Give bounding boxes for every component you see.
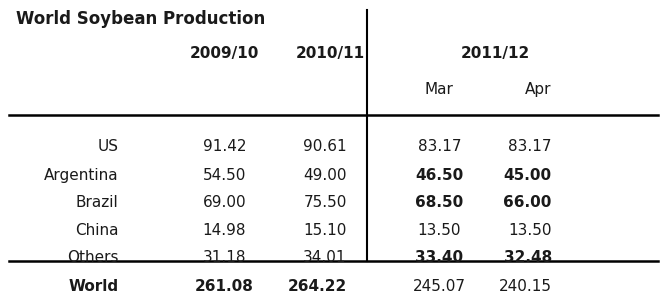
Text: World: World (69, 279, 119, 294)
Text: 69.00: 69.00 (203, 195, 246, 210)
Text: 34.01: 34.01 (303, 250, 347, 266)
Text: 46.50: 46.50 (415, 168, 464, 183)
Text: 2010/11: 2010/11 (295, 46, 365, 61)
Text: 31.18: 31.18 (203, 250, 246, 266)
Text: 33.40: 33.40 (416, 250, 464, 266)
Text: 264.22: 264.22 (287, 279, 347, 294)
Text: 91.42: 91.42 (203, 139, 246, 154)
Text: 75.50: 75.50 (303, 195, 347, 210)
Text: World Soybean Production: World Soybean Production (16, 10, 265, 28)
Text: 83.17: 83.17 (418, 139, 461, 154)
Text: 83.17: 83.17 (508, 139, 552, 154)
Text: 13.50: 13.50 (508, 223, 552, 238)
Text: 54.50: 54.50 (203, 168, 246, 183)
Text: 14.98: 14.98 (203, 223, 246, 238)
Text: Argentina: Argentina (44, 168, 119, 183)
Text: Others: Others (67, 250, 119, 266)
Text: Mar: Mar (425, 82, 454, 97)
Text: Brazil: Brazil (76, 195, 119, 210)
Text: 90.61: 90.61 (303, 139, 347, 154)
Text: 240.15: 240.15 (499, 279, 552, 294)
Text: 2011/12: 2011/12 (461, 46, 530, 61)
Text: 13.50: 13.50 (418, 223, 461, 238)
Text: China: China (75, 223, 119, 238)
Text: 32.48: 32.48 (504, 250, 552, 266)
Text: 49.00: 49.00 (303, 168, 347, 183)
Text: 261.08: 261.08 (195, 279, 254, 294)
Text: 245.07: 245.07 (413, 279, 466, 294)
Text: 15.10: 15.10 (303, 223, 347, 238)
Text: 68.50: 68.50 (415, 195, 464, 210)
Text: 45.00: 45.00 (504, 168, 552, 183)
Text: US: US (97, 139, 119, 154)
Text: 66.00: 66.00 (504, 195, 552, 210)
Text: 2009/10: 2009/10 (189, 46, 259, 61)
Text: Apr: Apr (526, 82, 552, 97)
